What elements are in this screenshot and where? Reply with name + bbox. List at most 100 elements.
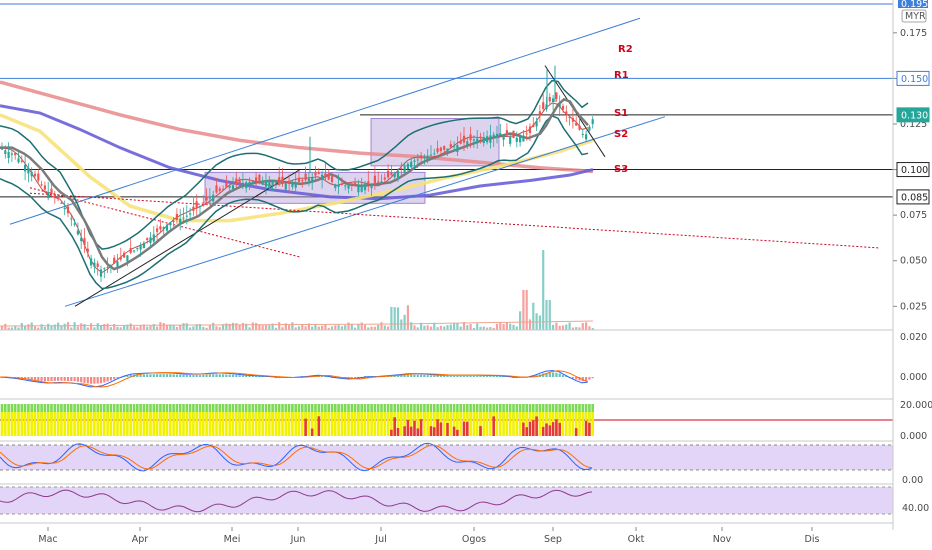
volume-bar [218, 327, 221, 330]
vbar-yellow [505, 412, 509, 436]
candle-body [525, 133, 528, 135]
volume-bar [136, 327, 139, 330]
stochastic-pane[interactable]: 0.00 [0, 442, 923, 486]
level-label-r2: R2 [618, 44, 633, 55]
vbar-red [304, 418, 307, 436]
candle-body [149, 237, 152, 243]
volume-bar [571, 327, 574, 330]
vbar-yellow [370, 412, 373, 436]
candle-body [185, 215, 188, 217]
top-price-tag-text: 0.195 [901, 0, 928, 10]
vbar-red [436, 419, 439, 436]
vbar-yellow [367, 412, 370, 436]
vbar-yellow [499, 412, 502, 436]
volume-bar [96, 323, 99, 330]
vbar-yellow [409, 412, 413, 436]
candle-body [7, 151, 10, 159]
volume-bar [469, 324, 472, 330]
candle-body [363, 184, 367, 191]
vbar-red [545, 423, 548, 436]
volume-bar [228, 323, 231, 330]
macd-histogram-bar [37, 377, 40, 381]
volume-bar [492, 327, 495, 330]
volume-bar [439, 325, 442, 330]
candle-body [469, 134, 472, 141]
volume-bar [311, 326, 314, 330]
vbar-red [390, 429, 393, 436]
volume-bar [198, 323, 202, 330]
macd-histogram-bar [152, 374, 155, 377]
candle-body [545, 104, 548, 110]
volume-bar [192, 326, 195, 330]
candle-body [50, 188, 53, 195]
vbar-yellow [301, 412, 304, 436]
vbar-yellow [347, 412, 350, 436]
volume-bar [281, 327, 284, 330]
volume-bar [93, 327, 96, 330]
volume-bar [60, 325, 63, 330]
rsi-pane[interactable]: 40.00 [0, 486, 929, 515]
candle-body [37, 173, 40, 181]
candle-body [169, 222, 172, 226]
rsi-tick-label: 40.00 [902, 503, 929, 514]
candle-body [334, 184, 337, 188]
macd-histogram-bar [83, 377, 86, 383]
candle-body [324, 173, 327, 178]
candle-body [281, 176, 284, 184]
candle-body [433, 153, 436, 155]
volume-color-pane[interactable]: 20.000 0.000 [0, 400, 932, 442]
candle-body [396, 171, 400, 178]
candle-body [96, 263, 99, 267]
vbar-yellow [416, 412, 420, 436]
candle-body [578, 125, 581, 130]
candle-body [446, 148, 449, 152]
candle-body [47, 191, 50, 199]
candle-body [172, 221, 175, 223]
candle-body [189, 213, 192, 215]
macd-tick-label: 0.000 [900, 372, 927, 383]
candle-body [373, 175, 376, 183]
vbar-yellow [571, 412, 575, 436]
macd-pane[interactable]: 0.020 0.000 [0, 332, 927, 388]
candle-body [535, 121, 538, 127]
candle-body [80, 237, 83, 242]
macd-histogram-bar [99, 377, 103, 384]
volume-bar [10, 327, 13, 330]
volume-bar [528, 319, 532, 330]
candle-body [568, 117, 571, 119]
vbar-yellow [13, 412, 17, 436]
candle-body [106, 267, 109, 269]
macd-histogram-bar [116, 377, 119, 379]
candle-body [314, 171, 317, 176]
volume-bar [182, 323, 185, 330]
volume-bar [456, 323, 459, 330]
main-price-pane[interactable]: R2 R1 S1 S2 S3 [0, 3, 893, 330]
volume-bar [373, 326, 376, 330]
candle-body [255, 177, 258, 181]
volume-bar [63, 323, 66, 330]
candle-body [330, 176, 334, 182]
candle-body [416, 159, 419, 161]
volume-bar [354, 327, 357, 330]
macd-histogram-bar [63, 377, 66, 381]
candle-body [486, 136, 489, 143]
price-tag-label: 0.085 [901, 192, 928, 203]
candle-body [585, 134, 588, 140]
macd-histogram-bar [202, 374, 205, 377]
macd-histogram-bar [416, 374, 419, 377]
volume-bar [20, 322, 23, 330]
volume-bar [357, 323, 360, 330]
volume-bar [274, 327, 277, 330]
vbar-yellow [152, 412, 156, 436]
macd-histogram-bar [175, 374, 178, 377]
volume-bar [489, 327, 492, 330]
macd-histogram-bar [321, 375, 324, 377]
vbar-yellow [142, 412, 146, 436]
vbar-yellow [538, 412, 542, 436]
volume-bar [284, 323, 287, 330]
macd-histogram-bar [588, 377, 591, 380]
vbar-yellow [284, 412, 288, 436]
volume-bar [363, 324, 367, 330]
candle-body [538, 111, 541, 116]
